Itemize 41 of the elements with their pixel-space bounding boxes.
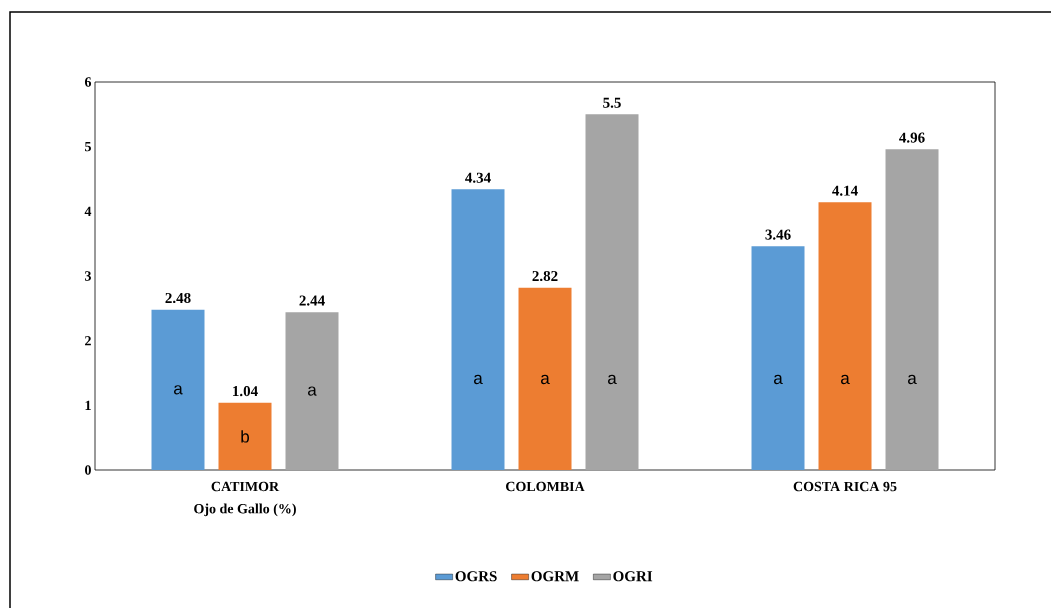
x-tick-label: COLOMBIA [506,481,585,492]
y-tick-label: 6 [84,77,92,87]
annotation: b [241,430,250,443]
data-label: 2.82 [532,270,558,282]
x-tick-label: CATIMOR [211,481,280,492]
x-axis-title: Ojo de Gallo (%) [194,503,296,517]
data-label: 2.44 [299,295,325,306]
y-tick-label: 4 [84,206,92,216]
bar [585,114,639,470]
annotation: a [608,374,617,385]
y-tick-label: 3 [85,271,91,281]
data-label: 4.14 [832,185,858,196]
data-label: 1.04 [233,386,258,397]
legend-label: OGRM [531,571,579,582]
bar [751,246,805,470]
bar [218,402,272,470]
y-tick-label: 0 [85,465,91,475]
bar [451,189,505,470]
legend-label: OGRI [613,571,653,582]
annotation: a [841,374,850,385]
annotation: a [174,385,183,395]
bar [518,287,572,470]
data-label: 4.96 [899,132,925,143]
bar [818,202,872,470]
annotation: a [474,374,483,385]
annotation: a [774,374,783,385]
annotation: a [308,386,317,396]
bar [285,312,339,470]
bar [151,309,205,470]
data-label: 2.48 [165,292,191,304]
data-label: 4.34 [465,172,491,183]
x-tick-label: COSTA RICA 95 [793,481,897,492]
y-tick-label: 1 [85,400,91,410]
data-label: 5.5 [603,97,621,108]
y-tick-label: 5 [85,142,91,152]
y-tick-label: 2 [85,336,91,346]
bar [885,149,939,470]
annotation: a [908,374,917,385]
legend-label: OGRS [455,571,497,582]
data-label: 3.46 [765,229,791,240]
annotation: a [541,374,550,385]
